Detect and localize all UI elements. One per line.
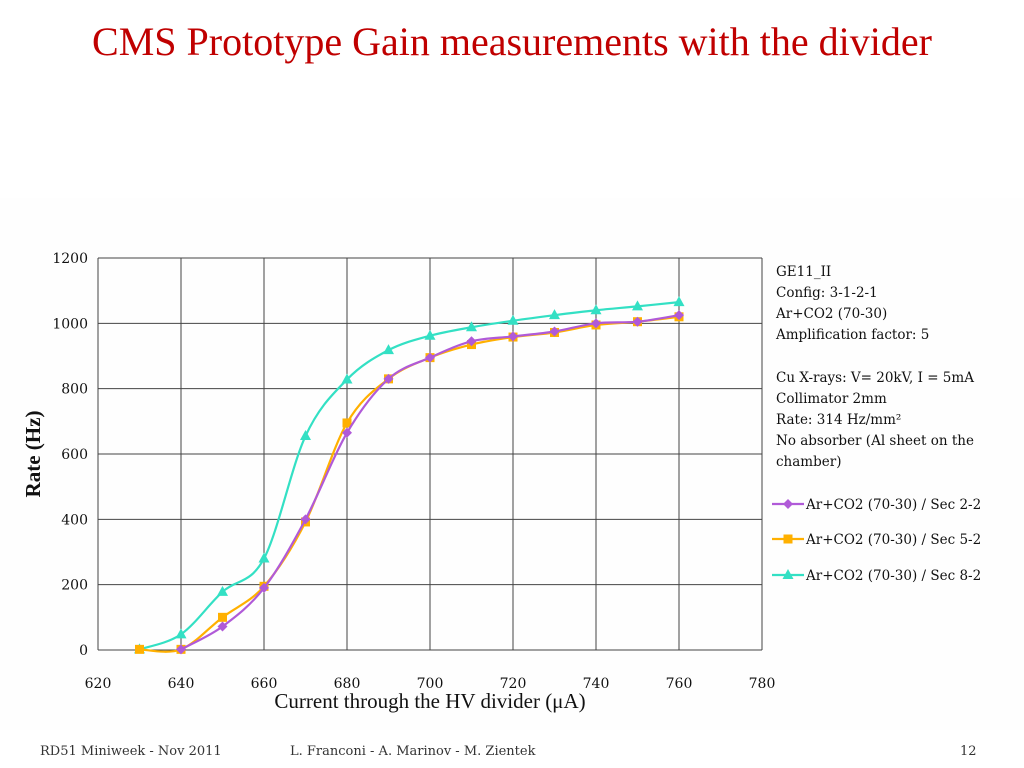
- legend-label: Ar+CO2 (70-30) / Sec 5-2: [805, 532, 981, 548]
- legend-marker: [783, 534, 793, 544]
- x-tick-label: 640: [168, 676, 195, 692]
- y-tick-label: 400: [61, 512, 88, 528]
- x-tick-label: 620: [85, 676, 112, 692]
- data-point: [590, 304, 602, 315]
- data-point: [217, 621, 228, 632]
- y-tick-label: 0: [79, 643, 88, 659]
- legend-entry-1: Ar+CO2 (70-30) / Sec 2-2: [772, 497, 981, 513]
- data-point: [383, 344, 394, 355]
- y-tick-label: 1000: [52, 316, 88, 332]
- x-tick-label: 660: [251, 676, 278, 692]
- y-tick-label: 600: [61, 447, 88, 463]
- series-line: [139, 301, 680, 651]
- data-point: [549, 309, 560, 320]
- y-tick-label: 800: [61, 382, 88, 398]
- annotation-line: No absorber (Al sheet on the: [776, 433, 974, 449]
- data-point: [549, 326, 560, 337]
- annotation-line: Collimator 2mm: [776, 391, 887, 407]
- data-point: [342, 418, 352, 428]
- data-point: [217, 585, 228, 596]
- data-point: [632, 316, 643, 327]
- data-point: [341, 373, 353, 384]
- data-point: [176, 644, 186, 655]
- data-point: [673, 296, 685, 307]
- legend-marker: [782, 569, 794, 579]
- footer-event: RD51 Miniweek - Nov 2011: [40, 744, 222, 759]
- x-tick-label: 680: [334, 676, 361, 692]
- x-tick-label: 740: [583, 676, 610, 692]
- legend-entry-2: Ar+CO2 (70-30) / Sec 5-2: [772, 532, 981, 548]
- data-point: [175, 628, 187, 639]
- x-tick-label: 700: [417, 676, 444, 692]
- legend-label: Ar+CO2 (70-30) / Sec 8-2: [805, 568, 981, 584]
- data-point: [466, 336, 477, 347]
- x-tick-label: 720: [500, 676, 527, 692]
- data-point: [383, 373, 394, 384]
- data-point: [342, 427, 352, 438]
- annotation-line: Ar+CO2 (70-30): [775, 306, 887, 322]
- data-point: [591, 318, 601, 329]
- data-point: [135, 644, 144, 654]
- annotation-line: Config: 3-1-2-1: [776, 285, 878, 301]
- footer-authors: L. Franconi - A. Marinov - M. Zientek: [290, 744, 536, 759]
- slide-title: CMS Prototype Gain measurements with the…: [92, 19, 932, 64]
- y-tick-label: 200: [61, 578, 88, 594]
- data-point: [632, 300, 643, 311]
- legend-label: Ar+CO2 (70-30) / Sec 2-2: [805, 497, 981, 513]
- chart-legend: Ar+CO2 (70-30) / Sec 2-2 Ar+CO2 (70-30) /…: [772, 497, 981, 584]
- data-point: [507, 314, 519, 325]
- chart-series: [134, 296, 685, 655]
- legend-marker: [783, 499, 793, 509]
- slide-footer: RD51 Miniweek - Nov 2011 L. Franconi - A…: [0, 740, 1024, 768]
- data-point: [259, 582, 269, 593]
- data-point: [508, 331, 518, 342]
- series-3: [134, 296, 685, 654]
- chart-grid: [97, 257, 763, 651]
- legend-entry-3: Ar+CO2 (70-30) / Sec 8-2: [772, 568, 981, 584]
- y-axis-title: Rate (Hz): [21, 411, 45, 498]
- x-tick-label: 780: [749, 676, 776, 692]
- data-point: [425, 352, 435, 363]
- data-point: [300, 430, 311, 441]
- footer-page-number: 12: [960, 744, 977, 759]
- annotation-line: Rate: 314 Hz/mm²: [776, 412, 901, 428]
- chart-annotations: GE11_II Config: 3-1-2-1 Ar+CO2 (70-30) Ampl…: [775, 264, 974, 470]
- x-tick-label: 760: [666, 676, 693, 692]
- data-point: [674, 310, 684, 321]
- annotation-line: Cu X-rays: V= 20kV, I = 5mA: [776, 370, 974, 386]
- data-point: [466, 321, 477, 332]
- annotation-line: Amplification factor: 5: [775, 327, 929, 343]
- data-point: [300, 514, 311, 525]
- annotation-line: chamber): [776, 454, 841, 470]
- annotation-line: GE11_II: [776, 264, 831, 280]
- data-point: [218, 612, 227, 622]
- chart-panel: 620 640 660 680 700 720 740 760 780 0 200 400 600 800…: [0, 198, 1024, 730]
- gain-chart: 620 640 660 680 700 720 740 760 780 0 200 400 600 800…: [21, 251, 981, 713]
- series-2: [135, 312, 684, 654]
- y-tick-label: 1200: [52, 251, 88, 267]
- chart-ticks: 620 640 660 680 700 720 740 760 780 0 200 400 600 800…: [52, 251, 775, 692]
- data-point: [424, 329, 436, 340]
- data-point: [258, 552, 270, 563]
- x-axis-title: Current through the HV divider (μA): [274, 689, 585, 713]
- series-1: [176, 310, 684, 655]
